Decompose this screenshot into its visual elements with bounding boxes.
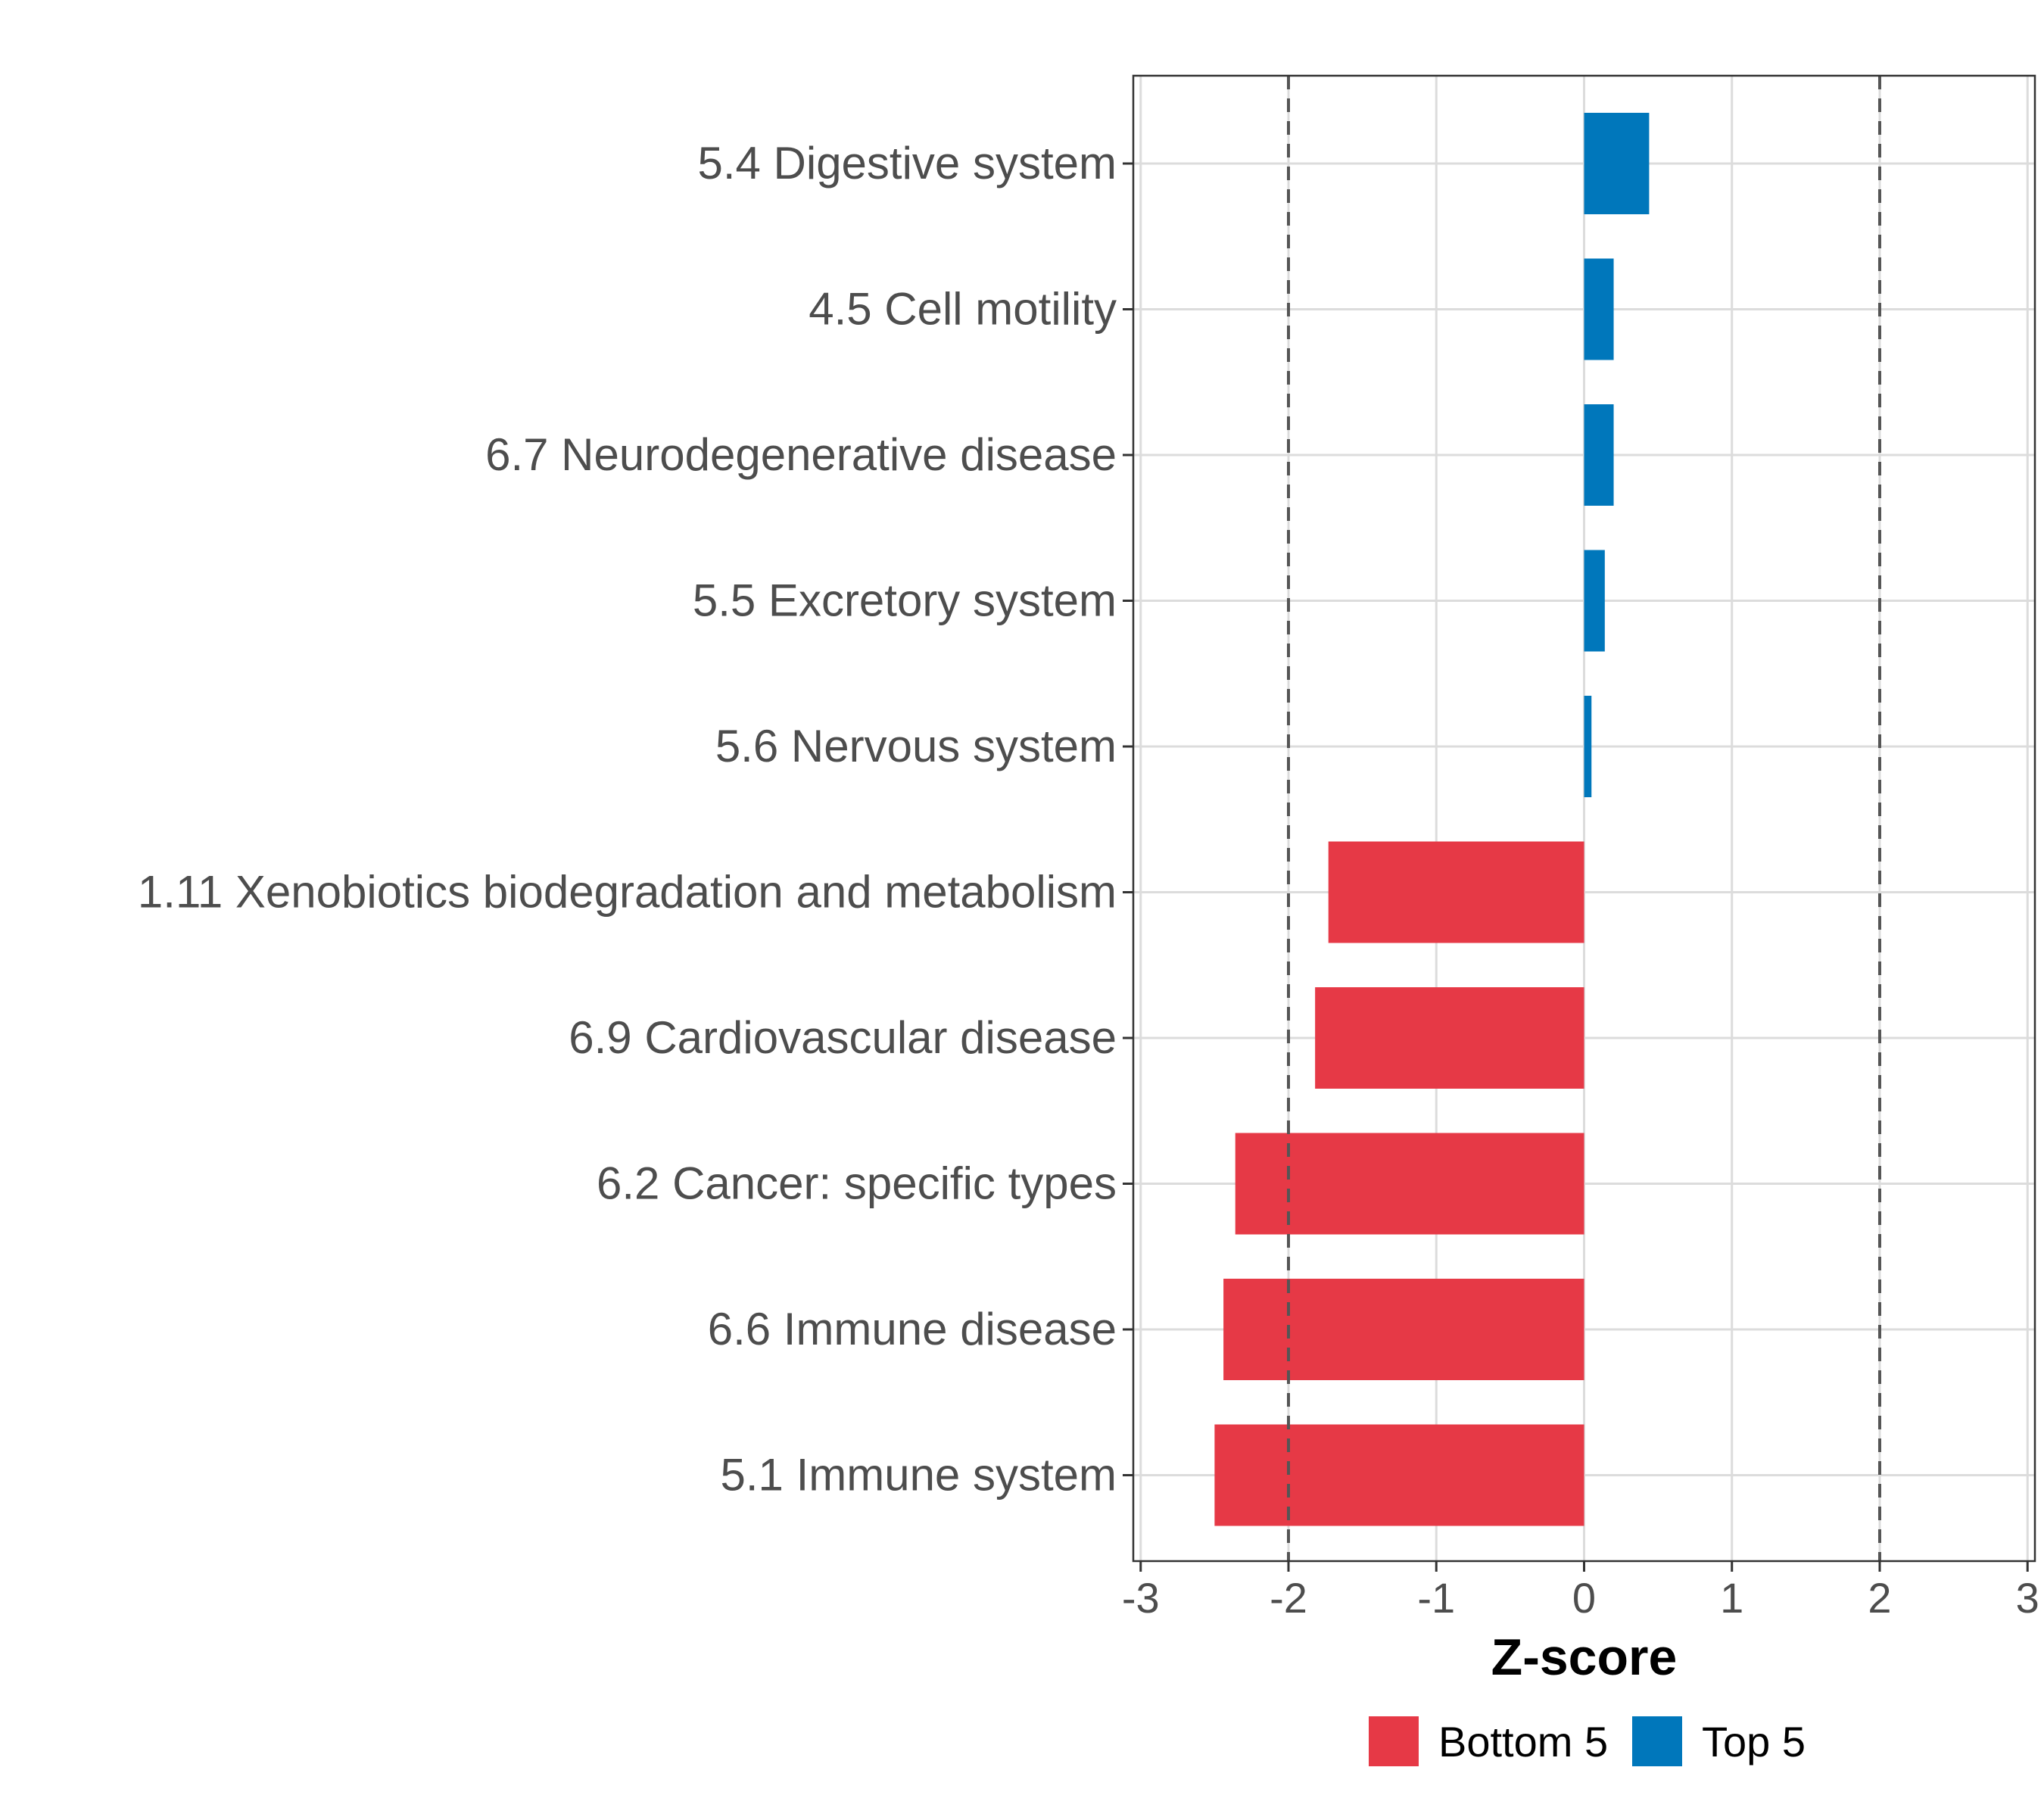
category-label: 4.5 Cell motility — [809, 284, 1117, 335]
bar — [1328, 841, 1584, 943]
x-axis-title: Z-score — [1491, 1628, 1678, 1686]
x-tick-label: -2 — [1270, 1574, 1307, 1622]
bar — [1584, 550, 1605, 652]
category-label: 5.5 Excretory system — [693, 575, 1117, 626]
category-label: 5.6 Nervous system — [715, 721, 1117, 771]
x-tick-label: -3 — [1122, 1574, 1160, 1622]
legend-swatch — [1632, 1716, 1682, 1766]
bar — [1223, 1279, 1584, 1380]
category-label: 6.9 Cardiovascular disease — [569, 1012, 1117, 1063]
category-label: 6.6 Immune disease — [708, 1304, 1117, 1354]
reference-lines — [1287, 76, 1881, 1561]
bar — [1235, 1133, 1584, 1235]
bar — [1584, 696, 1592, 797]
category-label: 1.11 Xenobiotics biodegradation and meta… — [138, 867, 1117, 918]
legend-swatch — [1369, 1716, 1419, 1766]
x-tick-label: 2 — [1868, 1574, 1891, 1622]
bar — [1584, 258, 1614, 360]
bar — [1584, 404, 1614, 506]
x-axis: -3 -2 -1 0 1 2 3 — [1122, 1561, 2039, 1622]
legend-label: Top 5 — [1702, 1718, 1806, 1766]
x-tick-label: 1 — [1720, 1574, 1743, 1622]
bar — [1214, 1424, 1584, 1526]
bar — [1584, 113, 1650, 214]
y-axis: 5.4 Digestive system 4.5 Cell motility 6.7… — [138, 138, 1133, 1501]
legend: Bottom 5 Top 5 — [1369, 1716, 1806, 1766]
x-tick-label: 0 — [1572, 1574, 1596, 1622]
category-label: 5.1 Immune system — [720, 1450, 1117, 1501]
category-label: 5.4 Digestive system — [697, 138, 1117, 189]
x-tick-label: 3 — [2016, 1574, 2039, 1622]
legend-label: Bottom 5 — [1438, 1718, 1608, 1766]
category-label: 6.2 Cancer: specific types — [597, 1158, 1117, 1209]
x-tick-label: -1 — [1417, 1574, 1455, 1622]
bars-layer — [1214, 113, 1650, 1526]
bar — [1315, 987, 1584, 1089]
category-label: 6.7 Neurodegenerative disease — [485, 429, 1117, 480]
